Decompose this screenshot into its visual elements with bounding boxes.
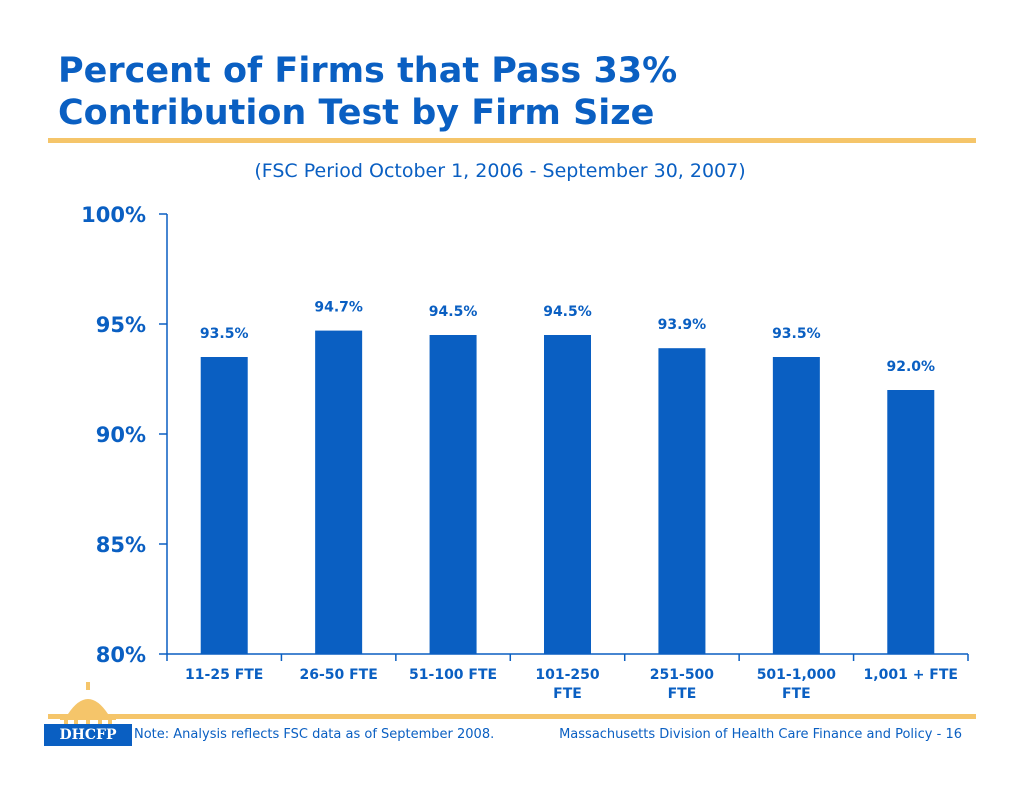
x-tick-label: 11-25 FTE: [185, 667, 263, 683]
x-tick-label: 51-100 FTE: [409, 667, 497, 683]
slide-title: Percent of Firms that Pass 33% Contribut…: [58, 50, 677, 134]
bar: [887, 390, 935, 654]
x-tick-label-line: 251-500: [650, 667, 715, 683]
x-tick-label-line: 51-100 FTE: [409, 667, 497, 683]
x-tick-label: 251-500 FTE: [650, 667, 715, 700]
y-tick-label: 100%: [81, 203, 146, 227]
bar-chart: 80% 85% 90% 95% 100% 93.5% 11-25 FTE 94.7% 26-50…: [81, 203, 969, 700]
bar: [200, 357, 248, 654]
footer-source: Massachusetts Division of Health Care Fi…: [559, 727, 962, 742]
x-tick-label-line: FTE: [782, 686, 811, 700]
chart-subtitle: (FSC Period October 1, 2006 - September …: [254, 160, 746, 182]
y-tick-label: 95%: [96, 313, 146, 337]
bar: [772, 357, 820, 654]
x-tick-label-line: 501-1,000: [757, 667, 837, 683]
top-divider: [48, 138, 976, 143]
y-tick-label: 90%: [96, 423, 146, 447]
x-tick-label-line: 101-250: [535, 667, 600, 683]
x-tick-label-line: 26-50 FTE: [299, 667, 377, 683]
dhcfp-logo-icon: [60, 682, 116, 724]
bottom-divider: [48, 714, 976, 719]
x-tick-label-line: FTE: [668, 686, 697, 700]
data-label: 94.5%: [429, 304, 478, 320]
data-label: 94.5%: [543, 304, 592, 320]
y-tick-label: 80%: [96, 643, 146, 667]
data-label: 93.5%: [772, 326, 821, 342]
data-label: 92.0%: [886, 359, 935, 375]
footnote: Note: Analysis reflects FSC data as of S…: [134, 727, 495, 742]
x-tick-label-line: 1,001 + FTE: [864, 667, 958, 683]
x-tick-label: 1,001 + FTE: [864, 667, 958, 683]
y-tick-label: 85%: [96, 533, 146, 557]
bar: [544, 335, 591, 654]
x-tick-label-line: FTE: [553, 686, 582, 700]
bar: [315, 330, 363, 654]
slide-title-line-2: Contribution Test by Firm Size: [58, 93, 655, 133]
x-tick-label: 26-50 FTE: [299, 667, 377, 683]
data-label: 94.7%: [314, 300, 363, 316]
x-tick-label: 101-250 FTE: [535, 667, 600, 700]
data-label: 93.5%: [200, 326, 249, 342]
bar: [429, 335, 477, 654]
logo-label: DHCFP: [44, 724, 132, 746]
x-tick-label-line: 11-25 FTE: [185, 667, 263, 683]
data-label: 93.9%: [658, 317, 707, 333]
slide-title-line-1: Percent of Firms that Pass 33%: [58, 51, 678, 91]
x-tick-label: 501-1,000 FTE: [757, 667, 837, 700]
bar: [658, 348, 706, 654]
